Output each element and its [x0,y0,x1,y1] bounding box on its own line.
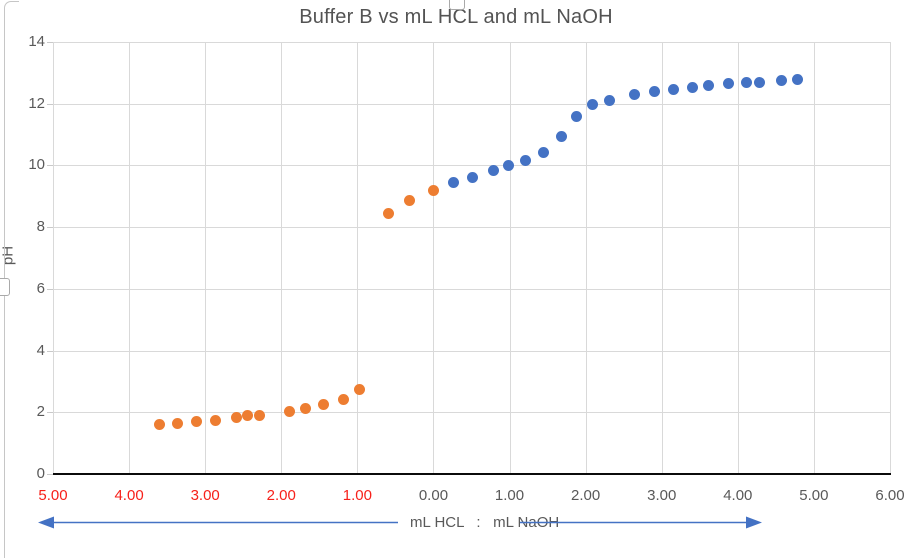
gridline-horizontal [53,227,890,229]
data-point-ml-naoh[interactable] [741,76,753,88]
data-point-ml-hcl[interactable] [338,393,350,405]
data-point-ml-naoh[interactable] [628,88,640,100]
gridline-vertical [357,42,359,474]
chart-title[interactable]: Buffer B vs mL HCL and mL NaOH [299,6,613,28]
gridline-vertical [890,42,891,474]
data-point-ml-naoh[interactable] [447,176,459,188]
data-point-ml-hcl[interactable] [154,419,166,431]
gridline-horizontal [53,288,890,290]
data-point-ml-naoh[interactable] [555,130,567,142]
y-tick-label: 6 [36,279,45,297]
data-point-ml-hcl[interactable] [209,415,221,427]
y-tick-label: 12 [28,94,45,112]
y-axis-tick [47,288,53,290]
gridline-vertical [813,42,815,474]
gridline-horizontal [53,350,890,352]
gridline-vertical [661,42,663,474]
data-point-ml-hcl[interactable] [354,384,366,396]
data-point-ml-naoh[interactable] [466,171,478,183]
x-tick-label: 6.00 [875,487,905,504]
data-point-ml-naoh[interactable] [488,165,500,177]
data-point-ml-naoh[interactable] [754,76,766,88]
left-arrow-hcl[interactable] [38,516,398,529]
x-tick-label: 2.00 [571,487,601,504]
y-axis-tick [47,42,53,43]
data-point-ml-hcl[interactable] [242,409,254,421]
x-axis-title[interactable]: mL HCL : mL NaOH [410,514,560,531]
y-axis-tick [47,103,53,105]
data-point-ml-hcl[interactable] [318,399,330,411]
data-point-ml-hcl[interactable] [300,403,312,415]
data-point-ml-naoh[interactable] [586,98,598,110]
y-tick-label: 14 [28,33,45,50]
data-point-ml-hcl[interactable] [404,195,416,207]
data-point-ml-naoh[interactable] [649,85,661,97]
gridline-vertical [585,42,587,474]
x-tick-label: 5.00 [38,487,68,504]
x-tick-label: 2.00 [266,487,296,504]
gridline-vertical [281,42,283,474]
data-point-ml-naoh[interactable] [702,80,714,92]
data-point-ml-naoh[interactable] [686,82,698,94]
y-tick-label: 4 [36,341,45,359]
x-tick-label: 5.00 [799,487,829,504]
gridline-vertical [129,42,131,474]
selection-handle-left-middle[interactable] [0,278,10,296]
x-tick-label: 1.00 [342,487,372,504]
gridline-horizontal [53,165,890,167]
data-point-ml-hcl[interactable] [284,406,296,418]
x-tick-label: 3.00 [647,487,677,504]
y-axis-tick [47,412,53,414]
data-point-ml-naoh[interactable] [604,94,616,106]
x-tick-label: 4.00 [114,487,144,504]
data-point-ml-hcl[interactable] [230,411,242,423]
data-point-ml-naoh[interactable] [503,160,515,172]
y-tick-label: 2 [36,403,45,421]
x-tick-label: 0.00 [418,487,449,504]
y-tick-label: 10 [28,156,45,174]
x-tick-label: 1.00 [494,487,525,504]
x-tick-label: 4.00 [723,487,753,504]
selection-handle-top-center[interactable] [449,0,465,10]
gridline-horizontal [53,103,890,105]
x-tick-label: 3.00 [190,487,220,504]
data-point-ml-hcl[interactable] [427,185,439,197]
y-axis-tick [47,165,53,167]
data-point-ml-hcl[interactable] [254,409,266,421]
y-axis-tick [47,474,53,475]
data-point-ml-naoh[interactable] [723,78,735,90]
gridline-vertical [433,42,435,474]
x-axis-line [53,472,891,475]
y-axis-tick [47,350,53,352]
y-tick-label: 0 [36,465,45,482]
gridline-horizontal [53,42,890,43]
gridline-horizontal [53,412,890,414]
plot-area[interactable] [53,42,891,474]
data-point-ml-hcl[interactable] [190,415,202,427]
gridline-vertical [509,42,511,474]
gridline-vertical [205,42,207,474]
data-point-ml-hcl[interactable] [171,418,183,430]
gridline-vertical [737,42,739,474]
data-point-ml-naoh[interactable] [520,155,532,167]
data-point-ml-naoh[interactable] [775,75,787,87]
data-point-ml-naoh[interactable] [792,74,804,86]
y-tick-label: 8 [36,218,45,236]
y-axis-tick [47,227,53,229]
data-point-ml-naoh[interactable] [537,146,549,158]
data-point-ml-hcl[interactable] [383,208,395,220]
data-point-ml-naoh[interactable] [668,84,680,96]
data-point-ml-naoh[interactable] [571,111,582,123]
gridline-vertical [53,42,54,474]
